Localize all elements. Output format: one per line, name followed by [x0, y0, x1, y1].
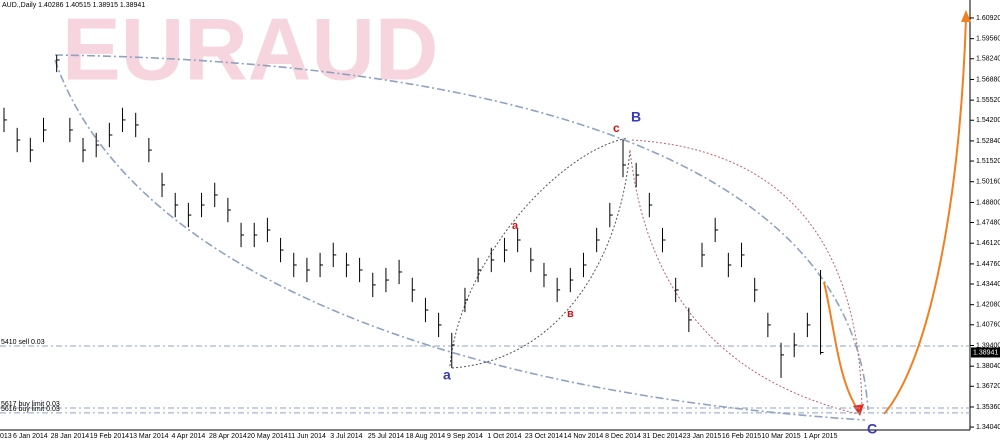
y-tick-label: 1.43440	[976, 281, 1000, 288]
y-tick-label: 1.39400	[976, 342, 1000, 349]
curve	[54, 54, 869, 411]
y-tick-label: 1.59560	[976, 36, 1000, 43]
x-tick-label: 10 Mar 2015	[761, 433, 800, 440]
y-tick-label: 1.54200	[976, 117, 1000, 124]
curve	[631, 139, 863, 411]
y-tick-label: 1.35360	[976, 404, 1000, 411]
curve	[449, 137, 629, 367]
x-tick-label: 1 Apr 2015	[804, 433, 838, 440]
x-tick-label: 16 Feb 2015	[722, 433, 761, 440]
wave-label: c	[613, 121, 620, 135]
y-tick-label: 1.52840	[976, 138, 1000, 145]
wave-curves	[54, 10, 971, 421]
curve	[54, 59, 866, 421]
x-tick-label: 1 Oct 2014	[487, 433, 521, 440]
y-tick-label: 1.56880	[976, 76, 1000, 83]
x-tick-label: 18 Aug 2014	[406, 433, 445, 440]
y-tick-label: 1.34040	[976, 424, 1000, 431]
y-tick-label: 1.48800	[976, 199, 1000, 206]
chart-title: AUD.,Daily 1.40286 1.40515 1.38915 1.389…	[2, 2, 145, 9]
y-tick-label: 1.47480	[976, 219, 1000, 226]
curve	[451, 149, 631, 369]
x-tick-label: 8 Dec 2014	[605, 433, 641, 440]
y-tick-label: 1.44760	[976, 261, 1000, 268]
x-tick-label: 13 Mar 2014	[129, 433, 168, 440]
x-tick-label: 6 Jan 2014	[13, 433, 48, 440]
y-tick-label: 1.42080	[976, 302, 1000, 309]
x-tick-label: 9 Sep 2014	[447, 433, 483, 440]
orange-arrow	[823, 281, 859, 411]
arrow-head	[853, 404, 864, 416]
x-tick-label: 23 Oct 2014	[525, 433, 563, 440]
order-label: 5410 sell 0.03	[1, 339, 45, 346]
arrow-head	[961, 10, 971, 22]
x-tick-label: 3 Jul 2014	[330, 433, 362, 440]
x-tick-label: 31 Dec 2014	[643, 433, 683, 440]
x-tick-label: 25 Jul 2014	[368, 433, 404, 440]
x-tick-label: 14 Nov 2014	[564, 433, 604, 440]
watermark: EURAUD	[62, 0, 438, 98]
x-tick-label: 23 Jan 2015	[683, 433, 722, 440]
order-label: 5617 buy limit 0.03	[1, 401, 60, 408]
y-tick-label: 1.46120	[976, 240, 1000, 247]
x-tick-label: 4 Apr 2014	[171, 433, 205, 440]
y-tick-label: 1.55520	[976, 97, 1000, 104]
y-tick-label: 1.36720	[976, 383, 1000, 390]
y-tick-label: 1.58240	[976, 56, 1000, 63]
x-tick-label: 28 Jan 2014	[51, 433, 90, 440]
x-tick-label: 28 Apr 2014	[209, 433, 247, 440]
wave-label: B	[631, 109, 641, 125]
y-tick-label: 1.40760	[976, 322, 1000, 329]
x-tick-label: 20 May 2014	[247, 433, 288, 440]
wave-label: a	[512, 220, 519, 232]
wave-label: в	[567, 308, 574, 320]
y-tick-label: 1.50160	[976, 179, 1000, 186]
orange-arrow	[883, 17, 967, 415]
y-tick-label: 1.51520	[976, 158, 1000, 165]
y-tick-label: 1.60920	[976, 15, 1000, 22]
order-label: 5616 buy limit 0.03	[1, 406, 60, 413]
x-tick-label: 11 Jun 2014	[288, 433, 326, 440]
last-price-label: 1.38941	[973, 349, 998, 356]
wave-label: C	[867, 421, 877, 437]
y-tick-label: 1.38040	[976, 363, 1000, 370]
x-tick-label: 19 Feb 2014	[90, 433, 129, 440]
x-tick-label: 013	[0, 433, 12, 440]
wave-label: a	[443, 367, 451, 383]
last-price-box	[971, 347, 1000, 358]
curve	[629, 149, 859, 415]
